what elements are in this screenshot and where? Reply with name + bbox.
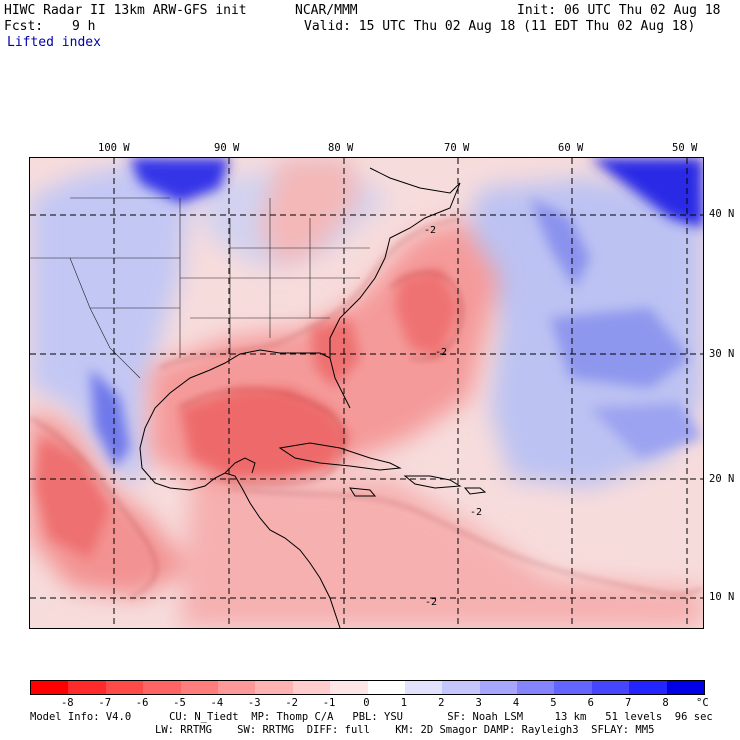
colorbar-tick-label: 1 <box>400 697 408 709</box>
colorbar-tick-label: -1 <box>322 697 336 709</box>
colorbar-cell <box>666 681 705 694</box>
contour-label: -2 <box>470 507 482 518</box>
colorbar-cell <box>31 681 69 694</box>
model-info-line-1: Model Info: V4.0 CU: N_Tiedt MP: Thomp C… <box>30 711 713 723</box>
colorbar-tick-label: -4 <box>210 697 224 709</box>
colorbar-cell <box>517 681 555 694</box>
lon-label-60w: 60 W <box>558 142 584 154</box>
colorbar-tick-label: 7 <box>625 697 632 709</box>
lat-label-10n: 10 N <box>709 591 735 603</box>
colorbar-cell <box>105 681 144 694</box>
colorbar-tick-label: 2 <box>438 697 445 709</box>
colorbar-tick-label: -5 <box>173 697 186 709</box>
colorbar-cell <box>330 681 368 694</box>
init-time: Init: 06 UTC Thu 02 Aug 18 <box>517 3 721 18</box>
very-unstable-regions <box>35 268 460 558</box>
colorbar-tick-label: -2 <box>285 697 298 709</box>
colorbar-cell <box>591 681 630 694</box>
lon-label-80w: 80 W <box>328 142 354 154</box>
colorbar-cell <box>180 681 218 694</box>
model-info-line-2: LW: RRTMG SW: RRTMG DIFF: full KM: 2D Sm… <box>155 724 655 736</box>
colorbar-cell <box>479 681 518 694</box>
colorbar-cell <box>367 681 405 694</box>
contour-label: -2 <box>425 597 437 608</box>
colorbar-cell <box>404 681 443 694</box>
lifted-index-map: -2 -2 -2 -2 <box>29 157 704 629</box>
colorbar-cell <box>217 681 256 694</box>
colorbar-cell <box>292 681 331 694</box>
map-canvas: -2 -2 -2 -2 <box>30 158 703 628</box>
product-title: HIWC Radar II 13km ARW-GFS init <box>4 3 247 18</box>
lon-label-100w: 100 W <box>98 142 130 154</box>
colorbar-cell <box>143 681 181 694</box>
colorbar-cell <box>442 681 480 694</box>
colorbar-tick-label: 6 <box>587 697 594 709</box>
colorbar-tick-label: 3 <box>475 697 482 709</box>
lat-label-30n: 30 N <box>709 348 735 360</box>
lat-label-20n: 20 N <box>709 473 735 485</box>
state-borders <box>30 197 370 379</box>
contour-lines <box>30 217 703 599</box>
valid-time: Valid: 15 UTC Thu 02 Aug 18 (11 EDT Thu … <box>304 19 696 34</box>
lon-label-70w: 70 W <box>444 142 470 154</box>
color-scale-bar <box>30 680 705 695</box>
colorbar-tick-label: 0 <box>363 697 370 709</box>
lon-label-90w: 90 W <box>214 142 240 154</box>
colorbar-tick-label: -6 <box>135 697 149 709</box>
colorbar-tick-label: -8 <box>60 697 74 709</box>
colorbar-tick-label: -3 <box>247 697 261 709</box>
forecast-hour: 9 h <box>72 19 96 34</box>
colorbar-tick-label: -7 <box>98 697 112 709</box>
field-name: Lifted index <box>7 35 101 50</box>
colorbar-unit: °C <box>696 697 709 709</box>
colorbar-cell <box>68 681 106 694</box>
contour-label: -2 <box>435 347 447 358</box>
colorbar-cell <box>629 681 667 694</box>
center-name: NCAR/MMM <box>295 3 358 18</box>
colorbar-cell <box>554 681 592 694</box>
lon-label-50w: 50 W <box>672 142 698 154</box>
lat-label-40n: 40 N <box>709 208 735 220</box>
forecast-label: Fcst: <box>4 19 44 34</box>
colorbar-tick-label: 4 <box>512 697 520 709</box>
colorbar-cell <box>255 681 293 694</box>
lat-lon-grid <box>30 158 703 628</box>
colorbar-tick-label: 8 <box>662 697 669 709</box>
contour-label: -2 <box>424 225 436 236</box>
colorbar-tick-label: 5 <box>550 697 557 709</box>
